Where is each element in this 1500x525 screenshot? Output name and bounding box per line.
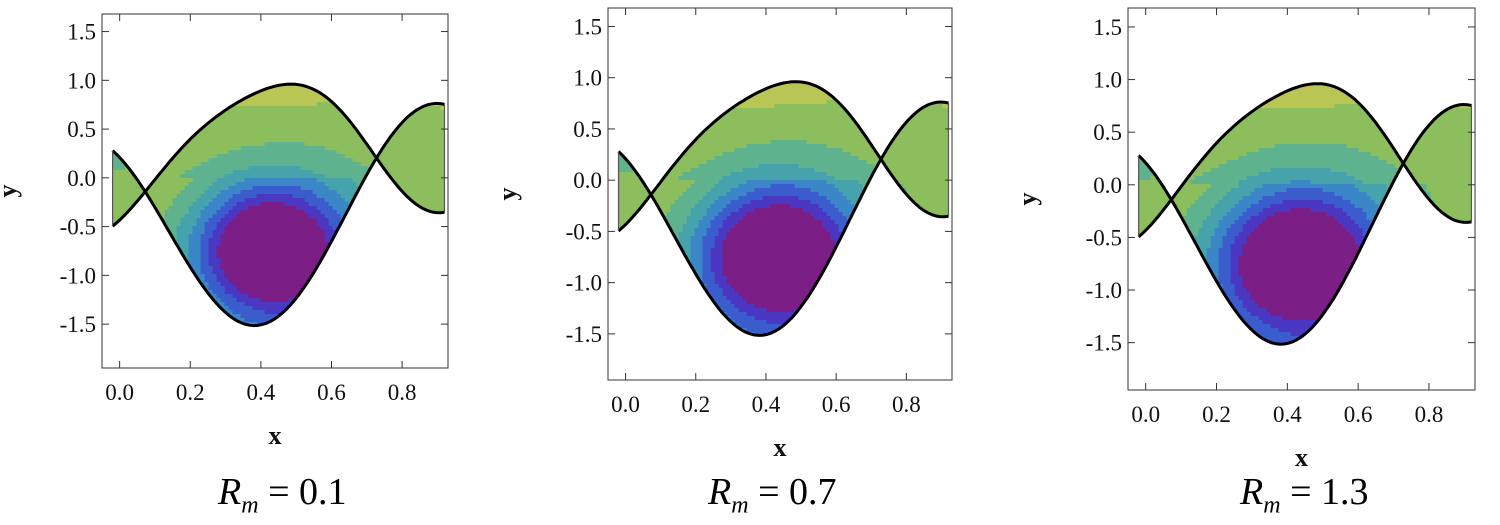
- x-tick-label: 0.2: [176, 380, 205, 405]
- x-axis-label: x: [1295, 443, 1308, 470]
- caption-3: Rm = 1.3: [1240, 470, 1369, 520]
- y-tick-label: 0.5: [573, 117, 602, 142]
- x-tick-label: 0.4: [247, 380, 276, 405]
- y-tick-label: 1.0: [573, 66, 602, 91]
- panel-2: 1.5 1.0 0.5 0.0 -0.5 -1.0 -1.5 0.0 0.2 0.4 0.6 0.8 x…: [500, 7, 953, 462]
- x-tick-label: 0.4: [752, 392, 781, 417]
- x-tick-label: 0.8: [1415, 402, 1444, 427]
- x-tick-label: 0.2: [1202, 402, 1231, 427]
- x-tick-label: 0.0: [105, 380, 134, 405]
- y-tick-label: 1.0: [1093, 68, 1122, 93]
- y-tick-label: -1.5: [566, 322, 602, 347]
- y-tick-label: 1.5: [1093, 15, 1122, 40]
- lower-wall-curve: [111, 101, 445, 328]
- x-axis-label: x: [269, 421, 282, 450]
- x-tick-label: 0.8: [388, 380, 417, 405]
- y-tick-label: -0.5: [566, 219, 602, 244]
- y-tick-label: 0.5: [1093, 120, 1122, 145]
- y-tick-label: 1.5: [67, 20, 96, 45]
- caption-1: Rm = 0.1: [218, 470, 347, 520]
- plot-frame: [1127, 7, 1476, 391]
- x-tick-label: 0.6: [1344, 402, 1373, 427]
- x-axis-label: x: [774, 433, 787, 462]
- panel-3: 1.5 1.0 0.5 0.0 -0.5 -1.0 -1.5 0.0 0.2 0.4 0.6 0.8 x…: [1020, 7, 1476, 470]
- y-tick-label: -1.5: [1086, 331, 1122, 356]
- lower-wall-curve: [617, 100, 949, 337]
- caption-2: Rm = 0.7: [708, 470, 837, 520]
- x-tick-label: 0.0: [1131, 402, 1160, 427]
- upper-wall-curve: [1137, 82, 1472, 239]
- y-axis-label: y: [1020, 193, 1042, 206]
- panel-1: 1.5 1.0 0.5 0.0 -0.5 -1.0 -1.5 0.0 0.2 0.4 0.6 0.8 x…: [0, 13, 449, 450]
- upper-wall-curve: [617, 80, 949, 233]
- y-tick-label: 0.0: [573, 168, 602, 193]
- plot-frame: [101, 13, 449, 369]
- y-axis-label: y: [500, 188, 522, 201]
- y-tick-label: 1.5: [573, 14, 602, 39]
- x-tick-label: 0.8: [892, 392, 921, 417]
- x-tick-label: 0.6: [317, 380, 346, 405]
- y-tick-label: 1.0: [67, 68, 96, 93]
- y-tick-label: 0.5: [67, 117, 96, 142]
- x-tick-label: 0.2: [681, 392, 710, 417]
- y-tick-label: 0.0: [67, 166, 96, 191]
- y-tick-label: 0.0: [1093, 173, 1122, 198]
- x-tick-label: 0.0: [611, 392, 640, 417]
- x-tick-label: 0.4: [1273, 402, 1302, 427]
- y-axis-label: y: [0, 185, 22, 198]
- y-tick-label: -1.0: [566, 271, 602, 296]
- upper-wall-curve: [111, 82, 445, 228]
- y-tick-label: -0.5: [60, 215, 96, 240]
- x-tick-label: 0.6: [822, 392, 851, 417]
- plot-frame: [607, 7, 953, 381]
- y-tick-label: -1.0: [60, 263, 96, 288]
- y-tick-label: -0.5: [1086, 225, 1122, 250]
- contour-fill: [1138, 83, 1472, 345]
- y-tick-label: -1.5: [60, 312, 96, 337]
- lower-wall-curve: [1137, 102, 1472, 346]
- y-tick-label: -1.0: [1086, 278, 1122, 303]
